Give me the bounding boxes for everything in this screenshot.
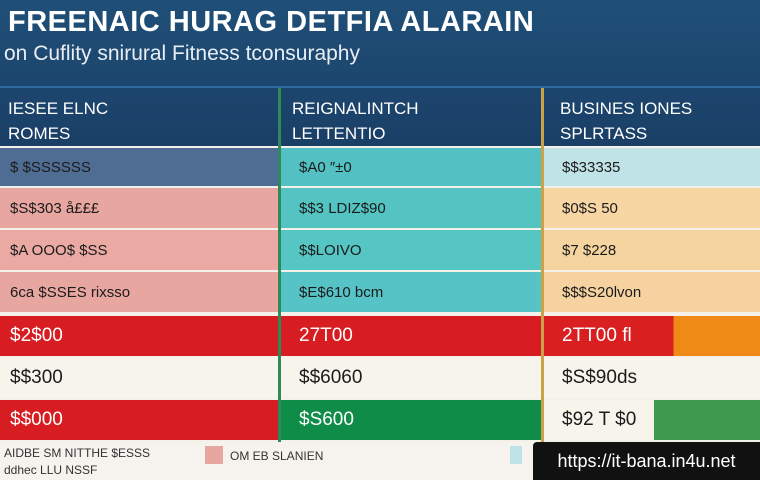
- column-header-line: REIGNALINTCH: [292, 99, 419, 118]
- column-header: REIGNALINTCH LETTENTIO: [292, 96, 419, 146]
- column-header: IESEE ELNC ROMES: [8, 96, 108, 146]
- table-cell: $92 T $0: [544, 400, 760, 440]
- divider: [0, 86, 760, 88]
- table-cell: $$300: [0, 358, 278, 398]
- legend-swatch: [510, 446, 522, 464]
- title: FREENAIC HURAG DETFIA ALARAIN: [8, 6, 535, 38]
- table-cell: $$LOIVO: [281, 230, 541, 270]
- column-header: BUSINES IONES SPLRTASS: [560, 96, 692, 146]
- table-cell: $2$00: [0, 316, 278, 356]
- table-cell: $7 $228: [544, 230, 760, 270]
- column-header-line: SPLRTASS: [560, 124, 648, 143]
- column-header-line: IESEE ELNC: [8, 99, 109, 118]
- table-cell: $A0 ″±0: [281, 148, 541, 186]
- table-cell: 6ca $SSES rixsso: [0, 272, 278, 312]
- column-header-line: LETTENTIO: [292, 124, 386, 143]
- legend-label: OM EB SLANIEN: [230, 449, 324, 463]
- footer-note: ddhec LLU NSSF: [4, 463, 98, 477]
- column-header-line: ROMES: [8, 124, 71, 143]
- table-cell: $0$S 50: [544, 188, 760, 228]
- column-header-line: BUSINES IONES: [560, 99, 693, 118]
- table-cell: $$3 LDIZ$90: [281, 188, 541, 228]
- header-band: [0, 0, 760, 146]
- legend-swatch: [205, 446, 223, 464]
- table-cell: $$33335: [544, 148, 760, 186]
- table-cell: $S$303 å£££: [0, 188, 278, 228]
- table-cell: $ $SSSSSS: [0, 148, 278, 186]
- column-separator: [541, 88, 544, 442]
- table-cell: $$6060: [281, 358, 541, 398]
- table-cell: $$$S20lvon: [544, 272, 760, 312]
- table-cell: $A OOO$ $SS: [0, 230, 278, 270]
- subtitle: on Cuflity snirural Fitness tconsuraphy: [4, 42, 360, 65]
- table-cell: 2TT00 fl: [544, 316, 760, 356]
- column-separator: [278, 88, 281, 442]
- table-cell: 27T00: [281, 316, 541, 356]
- watermark: https://it-bana.in4u.net: [533, 442, 760, 480]
- table-cell: $S$90ds: [544, 358, 760, 398]
- table-cell: $E$610 bcm: [281, 272, 541, 312]
- table-cell: $S600: [281, 400, 541, 440]
- table-cell: $$000: [0, 400, 278, 440]
- footer-note: AIDBE SM NITTHE $ESSS: [4, 446, 151, 460]
